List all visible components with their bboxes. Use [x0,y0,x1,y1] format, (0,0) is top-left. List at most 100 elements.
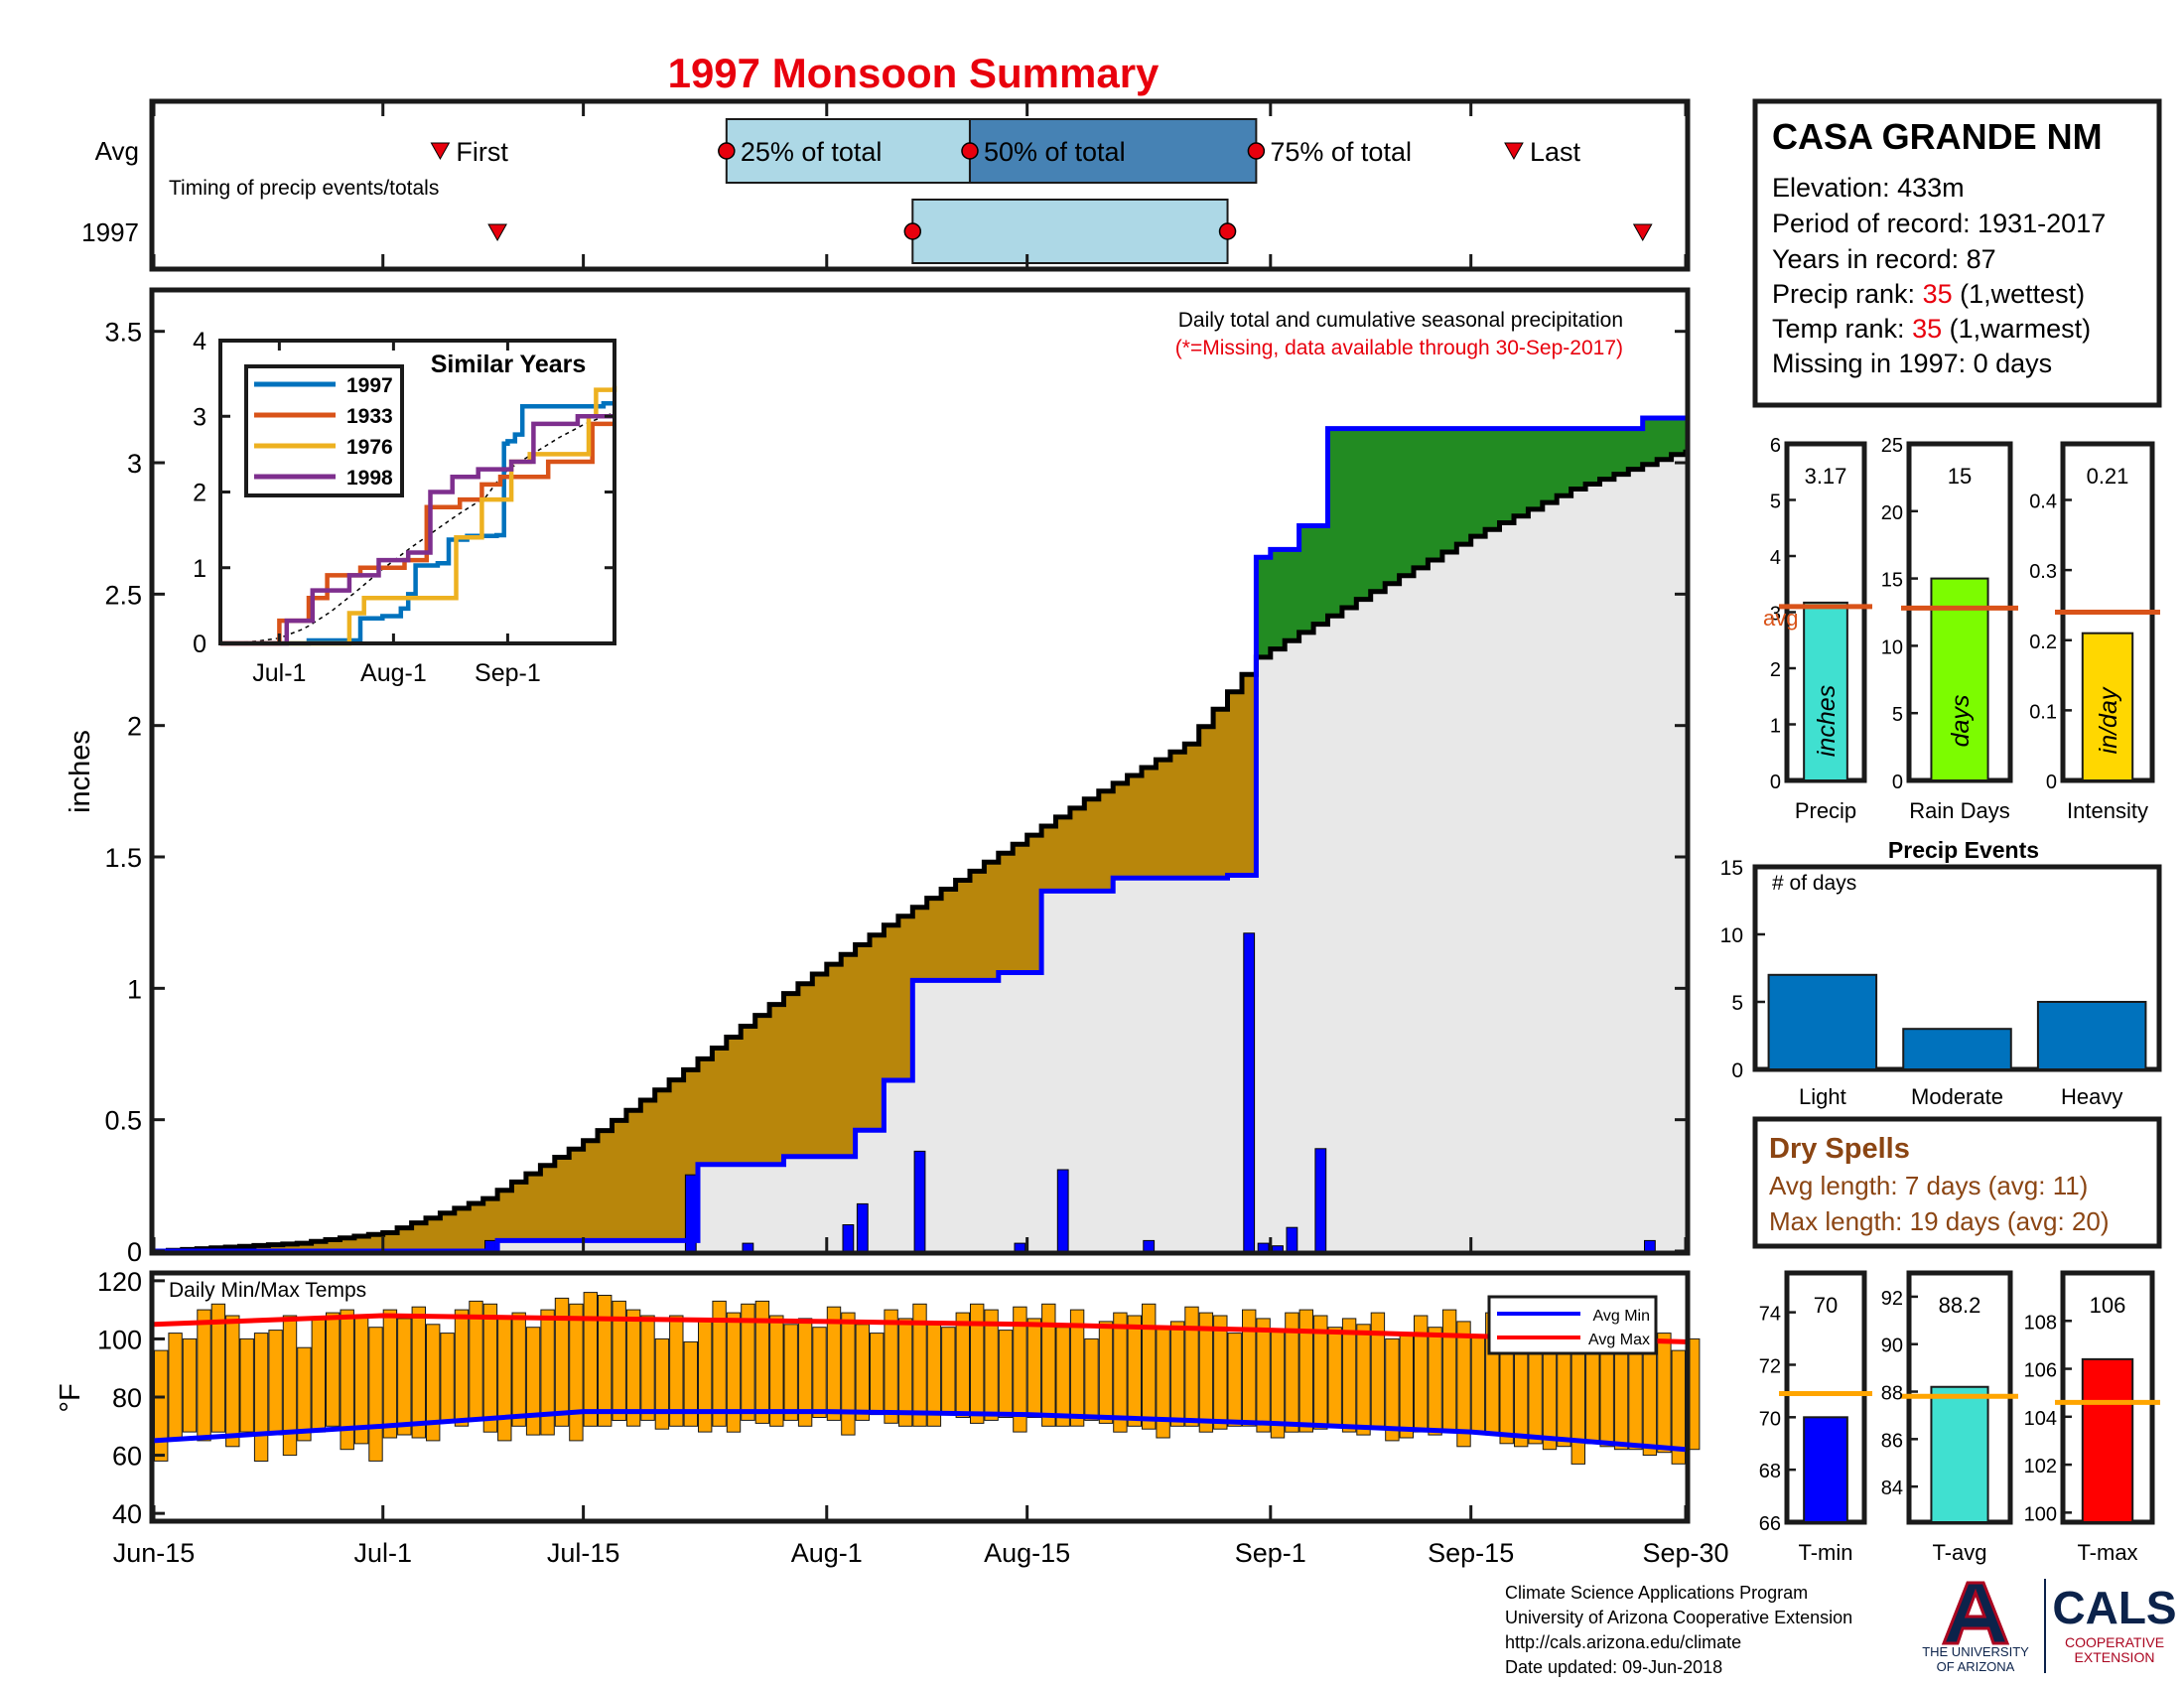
daily-temp-range-bar [812,1327,827,1418]
temp-rank-suffix: (1,warmest) [1942,314,2091,344]
daily-temp-range-bar [1642,1349,1658,1456]
precip-ytick-label: 3 [1770,604,1781,626]
daily-temp-range-bar [440,1333,455,1421]
precip-events-bar [2036,1001,2147,1070]
temp-plot-area [153,1292,1701,1465]
avg-50-marker [961,142,979,160]
avg-first-label: First [456,137,508,167]
precip-unit-label: days [1947,695,1975,748]
temp-ytick-label: 88 [1881,1383,1903,1405]
daily-temp-range-bar [168,1333,183,1442]
daily-precip-bar [1257,1242,1270,1252]
daily-temp-range-bar [511,1312,526,1427]
date-xtick-label: Aug-15 [984,1538,1070,1568]
temp-category-label: T-max [2077,1540,2137,1565]
station-elevation: Elevation: 433m [1772,173,1965,203]
timing-panel: Avg 1997 Timing of precip events/totals … [81,98,1691,272]
daily-precip-bar [856,1202,869,1252]
inset-series-line-1933 [220,421,614,646]
credits-line1: Climate Science Applications Program [1505,1583,1808,1603]
temp-value-label: 70 [1814,1293,1838,1318]
main-ytick-label: 0 [127,1237,142,1267]
daily-temp-range-bar [1169,1321,1185,1427]
main-ytick-label: 2.5 [104,580,142,610]
daily-temp-range-bar [855,1324,870,1421]
daily-precip-bar [1014,1242,1026,1252]
temp-title: Daily Min/Max Temps [169,1279,366,1302]
avg-min-temp-line [153,1409,1687,1453]
date-xtick-label: Aug-1 [791,1538,863,1568]
inset-ytick-label: 2 [193,480,206,507]
daily-temp-range-bar [182,1337,198,1433]
temp-ytick-label: 104 [2024,1408,2057,1430]
daily-temp-range-bar [268,1330,283,1436]
daily-temp-range-bar [1441,1309,1457,1433]
station-info-box: CASA GRANDE NM Elevation: 433m Period of… [1752,98,2162,408]
precip-ytick-label: 2 [1770,659,1781,681]
daily-temp-range-bar [797,1318,813,1427]
daily-temp-range-bar [1184,1306,1199,1427]
temp-ytick-label: 84 [1881,1477,1903,1499]
daily-temp-range-bar [1069,1309,1085,1427]
temp-value-label: 88.2 [1939,1293,1981,1318]
daily-temp-range-bar [741,1303,755,1421]
temp-ytick-label: 60 [112,1442,142,1472]
daily-temp-range-bar [726,1312,742,1433]
daily-precip-bar [1272,1245,1284,1252]
avg-50-label: 50% of total [984,137,1126,167]
station-precip-rank: Precip rank: 35 (1,wettest) [1772,279,2085,309]
temp-rank-value: 35 [1912,314,1942,344]
precip-ytick-label: 5 [1770,492,1781,513]
precip-rank-prefix: Precip rank: [1772,279,1923,309]
daily-temp-range-bar [598,1295,613,1427]
station-period: Period of record: 1931-2017 [1772,209,2106,238]
temp-ytick-label: 106 [2024,1360,2057,1382]
daily-temp-range-bar [1657,1333,1672,1454]
avg-25-marker [718,142,736,160]
inset-legend-label: 1997 [346,374,393,397]
cals-sub2: EXTENSION [2075,1649,2155,1665]
daily-temp-range-bar [1470,1336,1486,1433]
inset-ytick-label: 0 [193,631,206,658]
temp-ytick-label: 70 [1759,1408,1781,1430]
daily-temp-range-bar [282,1315,298,1457]
daily-temp-range-bar [1227,1333,1242,1427]
credits-line3: http://cals.arizona.edu/climate [1505,1632,1741,1652]
station-temp-rank: Temp rank: 35 (1,warmest) [1772,314,2091,344]
observed-1997-cumulative-line [154,415,1686,1254]
precip-ytick-label: 20 [1881,502,1903,524]
inset-legend: 1997 1933 1976 1998 [254,374,393,490]
precip-ytick-label: 15 [1881,570,1903,592]
date-xtick-label: Sep-1 [1235,1538,1306,1568]
precip-events-bar [1902,1028,2012,1070]
daily-temp-range-bar [841,1312,856,1436]
average-cumulative-line [154,449,1689,1254]
main-ytick-label: 3.5 [104,318,142,348]
daily-temp-range-bar [669,1315,684,1427]
cals-sub1: COOPERATIVE [2065,1634,2164,1650]
precip-events-ytick-label: 10 [1720,924,1743,947]
daily-temp-range-bar [1026,1318,1042,1419]
daily-temp-range-bar [826,1306,842,1421]
precip-category-label: Precip [1795,798,1856,823]
daily-temp-range-bar [970,1303,985,1424]
daily-precip-bar [1644,1239,1656,1252]
daily-temp-range-bar [497,1318,512,1442]
daily-temp-range-bar [1613,1349,1629,1451]
daily-temp-range-bar [326,1312,341,1427]
precip-ytick-label: 4 [1770,547,1781,569]
cals-wordmark: CALS [2052,1582,2176,1633]
university-of-arizona-logo: THE UNIVERSITY OF ARIZONA [1922,1581,2029,1674]
temp-ytick-label: 66 [1759,1513,1781,1535]
date-xtick-label: Sep-30 [1642,1538,1728,1568]
temp-ytick-label: 74 [1759,1304,1781,1326]
inset-series-line-1998 [220,414,614,646]
daily-temp-range-bar [754,1300,770,1424]
temp-bar [1930,1385,1989,1523]
precip-ytick-label: 0.1 [2029,701,2057,723]
daily-temp-range-bar [984,1309,999,1421]
timing-avg-row-label: Avg [95,136,139,166]
timing-marks: First 25% of total 50% of total 75% of tota… [430,118,1653,264]
y1997-last-marker [1632,223,1653,242]
main-ylabel: inches [65,730,96,813]
